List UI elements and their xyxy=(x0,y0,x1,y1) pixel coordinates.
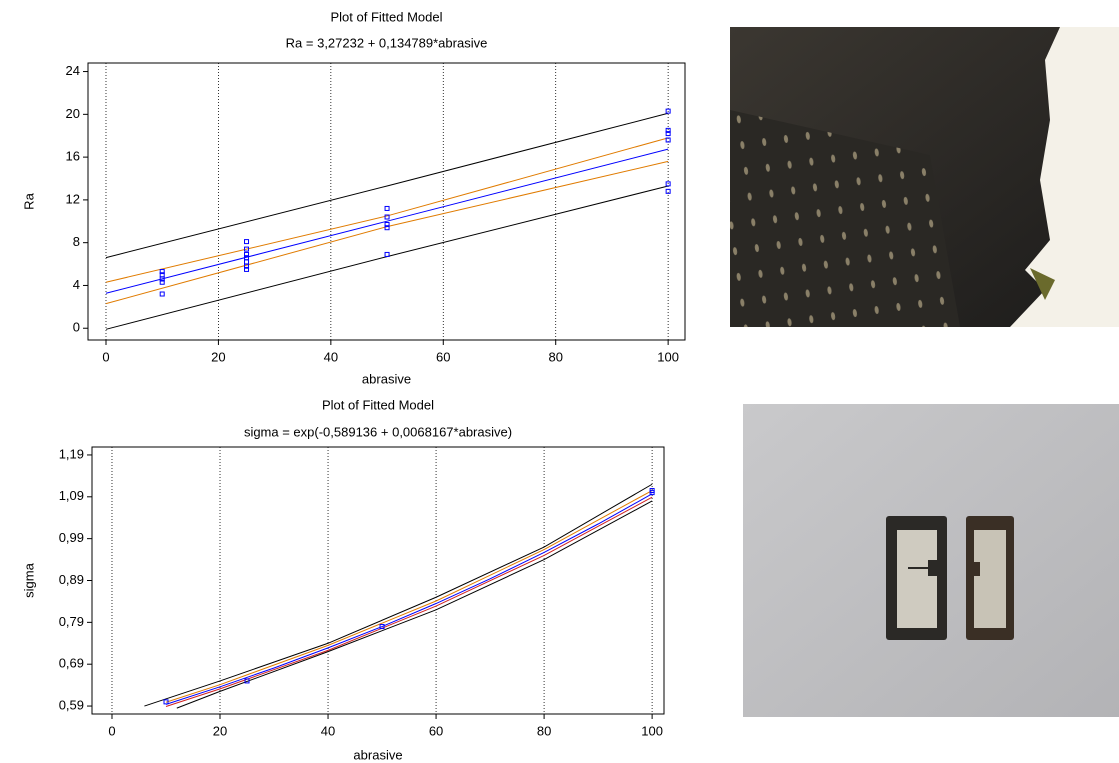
data-point xyxy=(379,624,385,630)
data-point xyxy=(665,108,671,114)
y-tick-label: 16 xyxy=(66,149,80,164)
y-tick-label: 0,59 xyxy=(59,697,84,712)
data-point xyxy=(159,291,165,297)
fit-line xyxy=(105,148,669,294)
fit-line xyxy=(165,490,653,703)
x-tick-label: 40 xyxy=(321,723,335,738)
data-point xyxy=(384,205,390,211)
data-point xyxy=(665,131,671,137)
x-tick-label: 60 xyxy=(429,723,443,738)
x-tick-label: 20 xyxy=(211,349,225,364)
x-tick-label: 80 xyxy=(548,349,562,364)
fit-line xyxy=(105,185,669,330)
data-point xyxy=(384,221,390,227)
x-axis-label: abrasive xyxy=(353,747,402,762)
y-tick-label: 0,89 xyxy=(59,572,84,587)
data-point xyxy=(163,699,169,705)
y-axis-label: sigma xyxy=(21,562,36,597)
data-point xyxy=(665,188,671,194)
fit-line xyxy=(144,483,653,707)
y-tick-label: 1,19 xyxy=(59,446,84,461)
x-tick-label: 40 xyxy=(324,349,338,364)
x-tick-label: 60 xyxy=(436,349,450,364)
photo-fabric xyxy=(730,27,1119,327)
x-tick-label: 0 xyxy=(102,349,109,364)
chart-subtitle: Ra = 3,27232 + 0,134789*abrasive xyxy=(286,35,488,50)
data-point xyxy=(649,488,655,494)
y-axis-label: Ra xyxy=(21,192,36,209)
data-point xyxy=(384,214,390,220)
data-point xyxy=(159,276,165,282)
fit-line xyxy=(105,137,669,283)
x-axis-label: abrasive xyxy=(362,371,411,386)
data-point xyxy=(244,239,250,245)
x-tick-label: 80 xyxy=(537,723,551,738)
x-tick-label: 0 xyxy=(108,723,115,738)
y-tick-label: 0,69 xyxy=(59,656,84,671)
chart-title: Plot of Fitted Model xyxy=(322,397,434,412)
data-point xyxy=(244,266,250,272)
fit-line xyxy=(105,160,669,305)
chart-subtitle: sigma = exp(-0,589136 + 0,0068167*abrasi… xyxy=(244,424,512,439)
data-point xyxy=(665,181,671,187)
data-point xyxy=(244,246,250,252)
data-point xyxy=(159,269,165,275)
plot-frame xyxy=(87,62,686,341)
y-tick-label: 20 xyxy=(66,106,80,121)
y-tick-label: 8 xyxy=(73,234,80,249)
x-tick-label: 20 xyxy=(213,723,227,738)
data-point xyxy=(665,137,671,143)
fit-line xyxy=(165,493,653,705)
y-tick-label: 0,99 xyxy=(59,530,84,545)
y-tick-label: 0,79 xyxy=(59,614,84,629)
data-point xyxy=(244,678,250,684)
data-point xyxy=(384,251,390,257)
fit-line xyxy=(176,500,653,709)
data-point xyxy=(244,251,250,257)
y-tick-label: 1,09 xyxy=(59,488,84,503)
y-tick-label: 12 xyxy=(66,191,80,206)
data-point xyxy=(244,259,250,265)
data-point xyxy=(665,127,671,133)
y-tick-label: 4 xyxy=(73,277,80,292)
y-tick-label: 0 xyxy=(73,320,80,335)
y-tick-label: 24 xyxy=(66,63,80,78)
x-tick-label: 100 xyxy=(657,349,679,364)
fit-line xyxy=(165,496,653,707)
data-point xyxy=(244,263,250,269)
data-point xyxy=(159,279,165,285)
chart-title: Plot of Fitted Model xyxy=(331,9,443,24)
data-point xyxy=(384,225,390,231)
fit-line xyxy=(105,112,669,259)
photo-chips xyxy=(743,404,1119,717)
plot-frame xyxy=(91,446,665,715)
x-tick-label: 100 xyxy=(641,723,663,738)
